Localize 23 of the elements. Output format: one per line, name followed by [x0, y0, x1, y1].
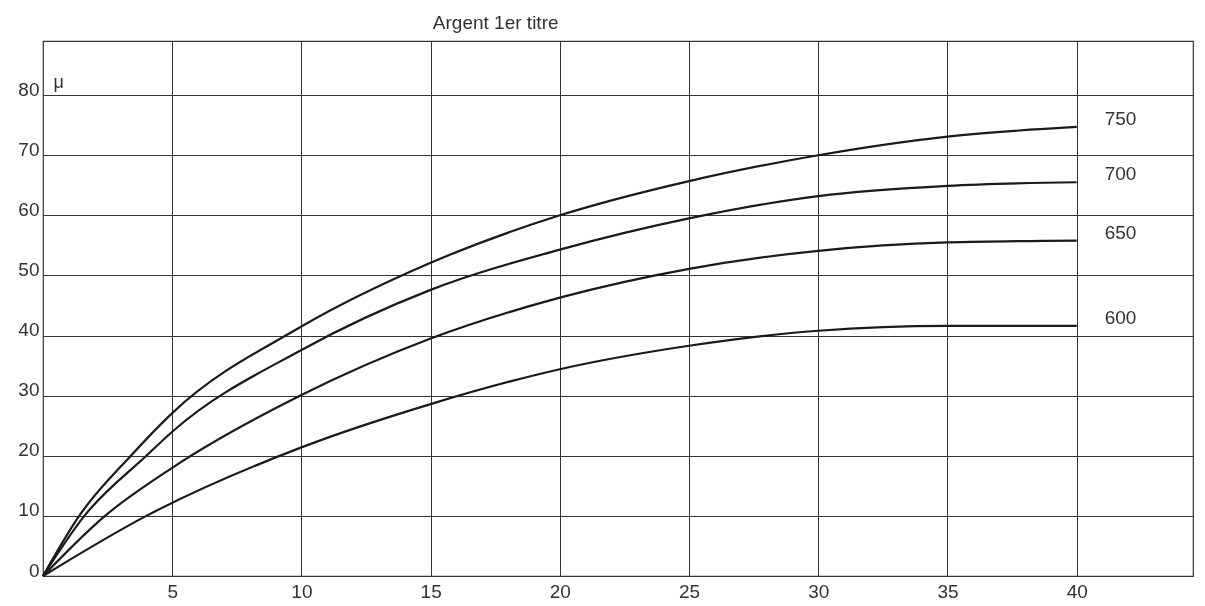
y-tick-label: 70 — [18, 138, 40, 160]
series-label: 700 — [1104, 163, 1137, 185]
x-tick-label: 15 — [420, 580, 442, 602]
x-tick-label: 20 — [549, 580, 571, 602]
x-tick-label: 30 — [808, 580, 830, 602]
y-tick-label: 10 — [18, 499, 40, 521]
x-tick-label: 35 — [937, 580, 959, 602]
y-axis-title: μ — [53, 71, 64, 92]
y-tick-label: 30 — [18, 379, 40, 401]
x-tick-label: 5 — [167, 580, 178, 602]
y-tick-label: 20 — [18, 439, 40, 461]
y-tick-label: 60 — [18, 198, 40, 220]
series-label: 600 — [1104, 306, 1137, 328]
y-tick-label: 40 — [18, 319, 40, 341]
y-tick-label: 0 — [28, 559, 40, 581]
x-tick-label: 25 — [679, 580, 701, 602]
chart-title: Argent 1er titre — [432, 12, 559, 33]
series-label: 650 — [1104, 221, 1137, 243]
x-tick-label: 10 — [291, 580, 313, 602]
y-tick-label: 50 — [18, 258, 40, 280]
y-tick-label: 80 — [18, 78, 40, 100]
x-tick-label: 40 — [1066, 580, 1088, 602]
series-label: 750 — [1104, 107, 1137, 129]
